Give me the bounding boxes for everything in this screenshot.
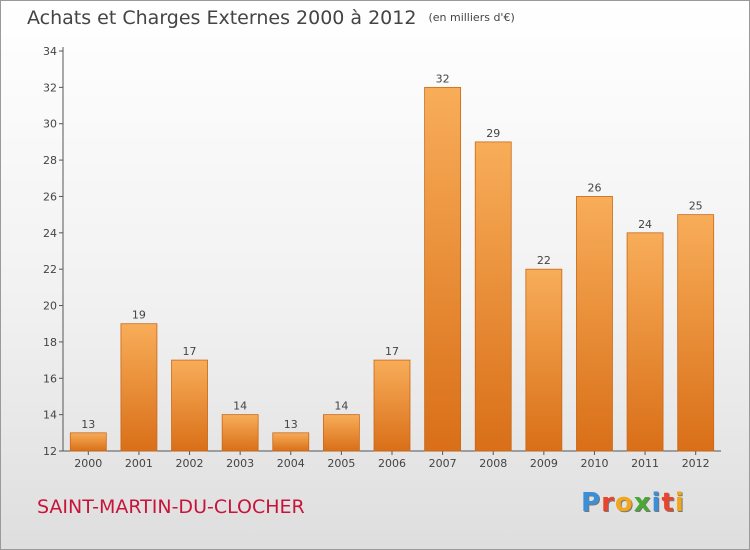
- x-tick-label: 2008: [479, 457, 507, 470]
- logo-letter: i: [674, 488, 685, 518]
- y-tick-label: 32: [43, 81, 57, 94]
- logo-letter: i: [651, 488, 662, 518]
- y-tick-label: 28: [43, 154, 57, 167]
- x-tick-label: 2003: [226, 457, 254, 470]
- labels-group: 13 19 17 14 13 14 17 32 29 22 26 24 25: [81, 72, 702, 430]
- bar-value-label: 26: [587, 181, 601, 194]
- bar: [576, 196, 613, 452]
- bar-value-label: 29: [486, 127, 500, 140]
- chart-title: Achats et Charges Externes 2000 à 2012: [27, 7, 417, 29]
- y-tick-label: 14: [43, 409, 57, 422]
- chart-title-block: Achats et Charges Externes 2000 à 2012 (e…: [27, 7, 515, 29]
- y-tick-label: 18: [43, 336, 57, 349]
- y-tick-label: 34: [43, 45, 57, 58]
- bar-value-label: 17: [385, 345, 399, 358]
- logo-letter: x: [633, 488, 652, 518]
- x-tick-label: 2004: [277, 457, 305, 470]
- y-tick-label: 22: [43, 263, 57, 276]
- y-tick-label: 24: [43, 227, 57, 240]
- chart-unit: (en milliers d'€): [428, 11, 515, 24]
- y-tick-label: 20: [43, 300, 57, 313]
- x-tick-label: 2005: [327, 457, 355, 470]
- logo-letter: t: [661, 488, 675, 518]
- x-tick-label: 2009: [530, 457, 558, 470]
- x-tick-label: 2000: [74, 457, 102, 470]
- x-tick-label: 2006: [378, 457, 406, 470]
- bar-value-label: 32: [436, 72, 450, 85]
- bar-value-label: 13: [81, 418, 95, 431]
- bar-value-label: 17: [183, 345, 197, 358]
- x-tick-label: 2012: [682, 457, 710, 470]
- bar: [677, 214, 715, 452]
- logo-letter: o: [614, 488, 634, 518]
- bars-group: [69, 86, 715, 452]
- bar: [474, 141, 512, 452]
- proxiti-logo: Proxiti: [581, 488, 685, 518]
- bar: [171, 359, 208, 452]
- bar-value-label: 14: [233, 400, 247, 413]
- logo-letter: P: [581, 488, 602, 518]
- y-tick-label: 16: [43, 372, 57, 385]
- bar: [424, 86, 462, 452]
- x-tick-label: 2002: [176, 457, 204, 470]
- x-tick-label: 2007: [429, 457, 457, 470]
- bar: [120, 323, 158, 452]
- bar: [373, 359, 411, 452]
- bar-value-label: 13: [284, 418, 298, 431]
- bar: [626, 232, 664, 452]
- bar-value-label: 24: [638, 218, 652, 231]
- commune-name: SAINT-MARTIN-DU-CLOCHER: [37, 496, 305, 518]
- x-tick-label: 2011: [631, 457, 659, 470]
- y-tick-label: 26: [43, 190, 57, 203]
- y-tick-label: 12: [43, 445, 57, 458]
- bar: [272, 432, 310, 452]
- bar: [69, 432, 107, 452]
- bar-value-label: 19: [132, 309, 146, 322]
- x-tick-label: 2010: [580, 457, 608, 470]
- x-tick-label: 2001: [125, 457, 153, 470]
- bar: [221, 414, 259, 452]
- bar-value-label: 25: [689, 200, 703, 213]
- bar: [322, 414, 360, 452]
- bar-value-label: 14: [334, 400, 348, 413]
- bar-value-label: 22: [537, 254, 551, 267]
- y-tick-label: 30: [43, 118, 57, 131]
- logo-letter: r: [601, 488, 615, 518]
- bar: [525, 268, 563, 452]
